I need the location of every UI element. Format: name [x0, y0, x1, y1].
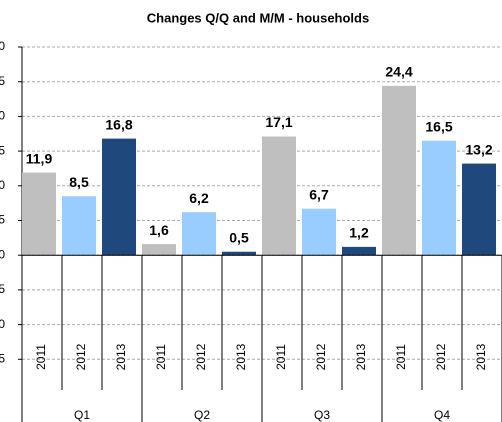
- value-label: 8,5: [69, 174, 89, 190]
- bar: [422, 140, 456, 256]
- y-tick-label: 0: [0, 247, 5, 261]
- value-label: 1,2: [349, 225, 369, 241]
- value-label: 16,8: [105, 116, 132, 132]
- bar: [462, 163, 496, 256]
- value-label: 13,2: [465, 141, 492, 157]
- year-label: 2012: [434, 343, 448, 370]
- year-label: 2012: [314, 343, 328, 370]
- y-tick-label: 20: [0, 109, 5, 123]
- y-tick-label: 15: [0, 143, 5, 157]
- bar: [182, 212, 216, 256]
- year-label: 2011: [274, 344, 288, 370]
- value-label: 6,7: [309, 186, 329, 202]
- y-tick-label: 10: [0, 178, 5, 192]
- year-label: 2013: [474, 343, 488, 370]
- year-label: 2011: [34, 344, 48, 370]
- y-tick-label: -5: [0, 282, 5, 296]
- y-tick-label: 25: [0, 74, 5, 88]
- bar: [342, 246, 376, 256]
- bar: [22, 172, 56, 256]
- bar: [62, 196, 96, 256]
- value-label: 1,6: [149, 222, 169, 238]
- bar: [102, 138, 136, 256]
- y-tick-label: 5: [0, 213, 5, 227]
- bar: [302, 208, 336, 256]
- bar: [262, 136, 296, 256]
- bar: [142, 244, 176, 256]
- value-label: 17,1: [265, 114, 292, 130]
- year-label: 2013: [114, 343, 128, 370]
- value-label: 0,5: [229, 229, 249, 245]
- x-tick-label: Q1: [74, 408, 90, 422]
- year-label: 2011: [394, 344, 408, 370]
- y-tick-label: -10: [0, 317, 5, 331]
- y-tick-label: -15: [0, 351, 5, 365]
- year-label: 2012: [74, 343, 88, 370]
- value-label: 16,5: [425, 118, 452, 134]
- x-tick-label: Q4: [434, 408, 450, 422]
- value-label: 11,9: [26, 150, 53, 166]
- bar: [222, 251, 256, 256]
- bar: [382, 85, 416, 256]
- value-label: 6,2: [189, 190, 209, 206]
- year-label: 2012: [194, 343, 208, 370]
- x-tick-label: Q2: [194, 408, 210, 422]
- value-label: 24,4: [385, 64, 412, 80]
- x-tick-label: Q3: [314, 408, 330, 422]
- y-tick-label: 30: [0, 39, 5, 53]
- year-label: 2013: [234, 343, 248, 370]
- year-label: 2013: [354, 343, 368, 370]
- chart-title: Changes Q/Q and M/M - households: [147, 10, 369, 25]
- year-label: 2011: [154, 344, 168, 370]
